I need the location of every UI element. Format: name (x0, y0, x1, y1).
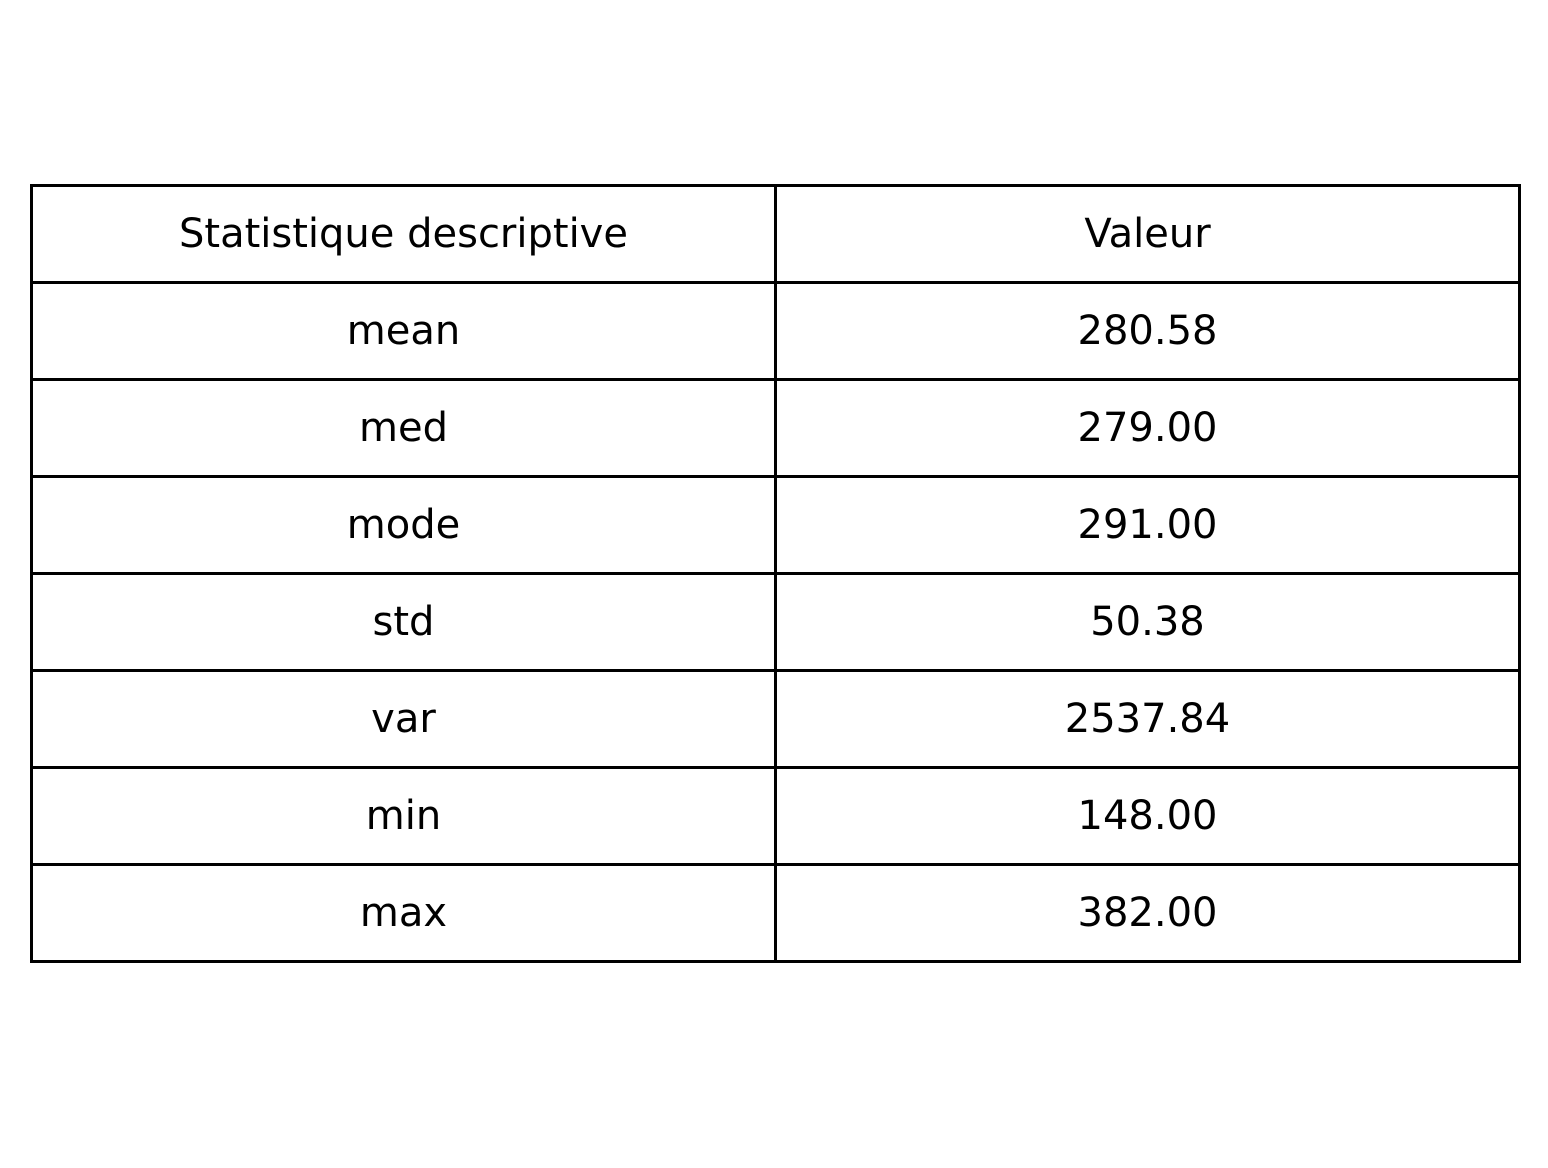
table-row: std 50.38 (30, 572, 1521, 672)
table-row: max 382.00 (30, 863, 1521, 963)
statistics-table: Statistique descriptive Valeur mean 280.… (30, 184, 1521, 963)
statistic-name-cell: std (30, 572, 777, 672)
statistic-name-cell: var (30, 669, 777, 769)
column-header-statistic: Statistique descriptive (30, 184, 777, 284)
table-row: mean 280.58 (30, 281, 1521, 381)
statistic-name-cell: mode (30, 475, 777, 575)
table-row: var 2537.84 (30, 669, 1521, 769)
statistic-name-cell: med (30, 378, 777, 478)
table-row: mode 291.00 (30, 475, 1521, 575)
table-header-row: Statistique descriptive Valeur (30, 184, 1521, 284)
statistic-value-cell: 50.38 (774, 572, 1521, 672)
statistic-value-cell: 279.00 (774, 378, 1521, 478)
statistic-value-cell: 291.00 (774, 475, 1521, 575)
statistic-name-cell: max (30, 863, 777, 963)
column-header-value: Valeur (774, 184, 1521, 284)
statistic-value-cell: 382.00 (774, 863, 1521, 963)
statistic-name-cell: mean (30, 281, 777, 381)
table-row: med 279.00 (30, 378, 1521, 478)
statistic-value-cell: 2537.84 (774, 669, 1521, 769)
table-row: min 148.00 (30, 766, 1521, 866)
statistic-name-cell: min (30, 766, 777, 866)
statistic-value-cell: 148.00 (774, 766, 1521, 866)
statistic-value-cell: 280.58 (774, 281, 1521, 381)
